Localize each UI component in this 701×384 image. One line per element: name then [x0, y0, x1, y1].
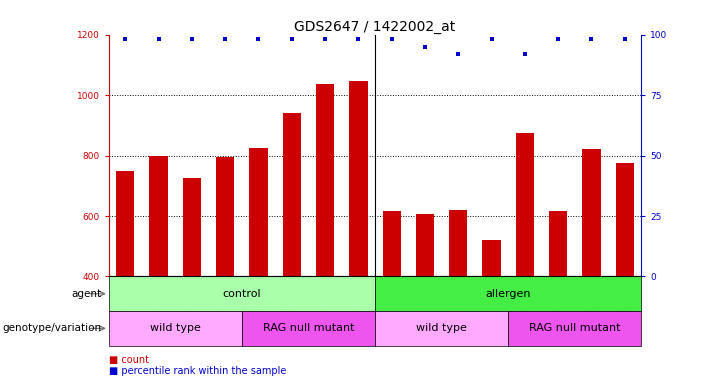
Text: genotype/variation: genotype/variation [3, 323, 102, 333]
Bar [383, 212, 401, 276]
Bar [449, 210, 468, 276]
Point [419, 44, 430, 50]
Point [586, 36, 597, 43]
Text: ■ count: ■ count [109, 355, 149, 365]
Point [552, 36, 564, 43]
Text: RAG null mutant: RAG null mutant [529, 323, 620, 333]
Bar [615, 163, 634, 276]
Bar [375, 276, 641, 311]
Text: allergen: allergen [486, 289, 531, 299]
Point [120, 36, 131, 43]
Point [619, 36, 630, 43]
Bar [116, 170, 135, 276]
Point [253, 36, 264, 43]
Point [153, 36, 164, 43]
Point [519, 51, 531, 57]
Point [320, 36, 331, 43]
Text: agent: agent [72, 289, 102, 299]
Text: RAG null mutant: RAG null mutant [263, 323, 354, 333]
Bar [549, 212, 567, 276]
Point [286, 36, 297, 43]
Bar [216, 157, 234, 276]
Point [453, 51, 464, 57]
Bar [250, 148, 268, 276]
Bar [516, 133, 534, 276]
Bar [583, 149, 601, 276]
Text: ■ percentile rank within the sample: ■ percentile rank within the sample [109, 366, 286, 376]
Point [386, 36, 397, 43]
Bar [109, 276, 375, 311]
Text: wild type: wild type [150, 323, 200, 333]
Bar [375, 311, 508, 346]
Point [353, 36, 364, 43]
Bar [283, 113, 301, 276]
Bar [482, 240, 501, 276]
Bar [242, 311, 375, 346]
Bar [109, 311, 242, 346]
Bar [416, 215, 434, 276]
Bar [149, 156, 168, 276]
Text: wild type: wild type [416, 323, 467, 333]
Point [219, 36, 231, 43]
Bar [349, 81, 367, 276]
Point [486, 36, 497, 43]
Bar [508, 311, 641, 346]
Text: control: control [222, 289, 261, 299]
Bar [316, 84, 334, 276]
Title: GDS2647 / 1422002_at: GDS2647 / 1422002_at [294, 20, 456, 33]
Bar [183, 178, 201, 276]
Point [186, 36, 198, 43]
